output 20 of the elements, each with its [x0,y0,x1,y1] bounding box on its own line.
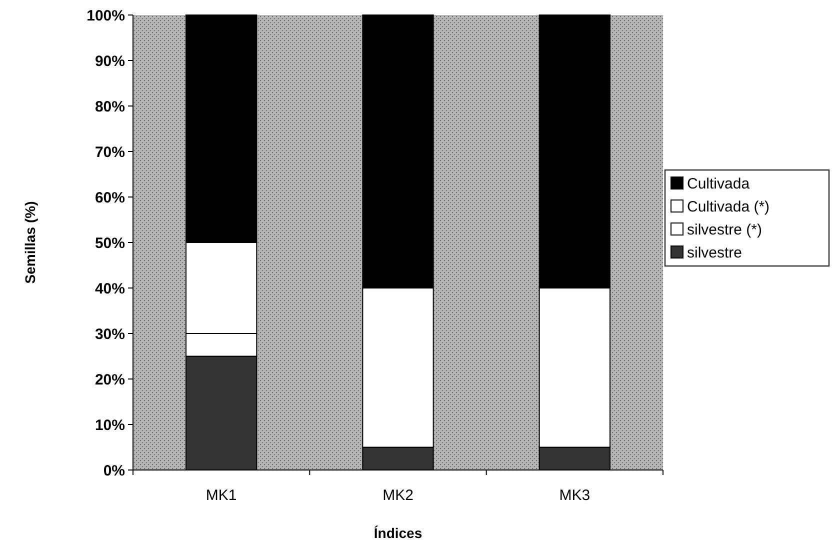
legend-label: Cultivada (*) [687,198,770,216]
y-tick-label: 80% [94,98,125,116]
legend-label: silvestre (*) [687,221,762,238]
y-tick-label: 40% [94,280,125,298]
y-axis-title: Semillas (%) [22,201,38,284]
legend-label: Cultivada [687,175,750,192]
x-tick-label: MK1 [206,487,237,504]
y-tick-label: 50% [94,234,125,252]
y-tick-label: 30% [94,326,125,343]
y-tick-label: 60% [94,189,125,206]
y-tick-label: 70% [94,144,125,161]
legend-label: silvestre [687,244,742,262]
y-tick-label: 20% [94,371,125,388]
y-tick-label: 100% [86,7,125,24]
y-tick-label: 10% [94,416,125,434]
y-tick-label: 0% [103,462,125,480]
x-tick-label: MK3 [559,487,590,504]
y-tick-label: 90% [94,52,125,70]
x-tick-label: MK2 [382,487,414,504]
x-axis-title: Índices [374,525,422,541]
